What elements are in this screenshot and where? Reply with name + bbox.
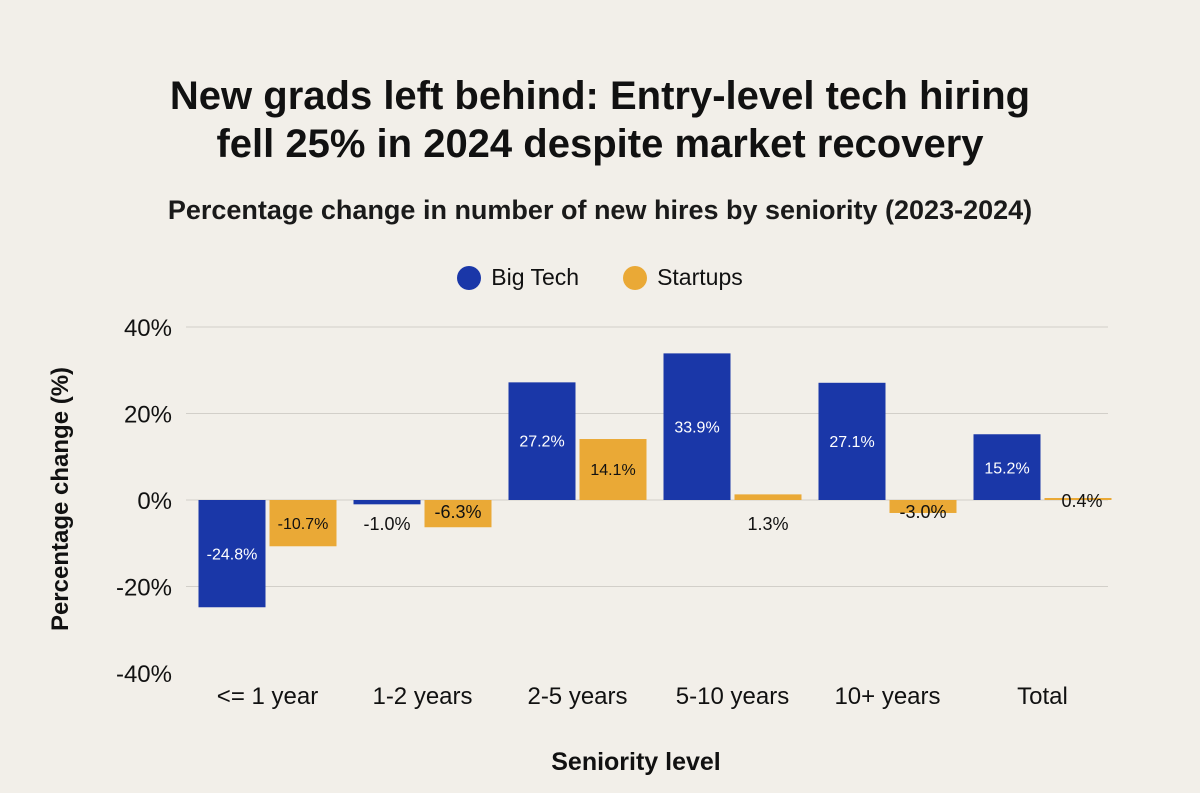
data-label: -3.0%: [899, 502, 946, 522]
bar-big-tech: [973, 434, 1041, 500]
data-label: 33.9%: [674, 419, 719, 436]
y-tick-label: 40%: [124, 315, 172, 342]
bar-startups: [579, 439, 647, 500]
bars: [198, 353, 1112, 608]
legend-label-startups: Startups: [657, 264, 743, 290]
bar-startups: [734, 494, 802, 500]
data-label: 15.2%: [984, 460, 1029, 477]
chart-title: New grads left behind: Entry-level tech …: [0, 72, 1200, 168]
x-tick-label: 5-10 years: [676, 683, 789, 710]
chart-subtitle: Percentage change in number of new hires…: [167, 195, 1033, 225]
bar-big-tech: [508, 382, 576, 500]
x-tick-label: 1-2 years: [372, 683, 472, 710]
data-label: -10.7%: [278, 516, 329, 533]
bar-big-tech: [818, 382, 886, 500]
bar-startups: [424, 500, 492, 528]
chart-title-line-2: fell 25% in 2024 despite market recovery: [216, 122, 984, 166]
legend-label-big-tech: Big Tech: [491, 264, 580, 290]
chart-title-line-1: New grads left behind: Entry-level tech …: [169, 74, 1031, 118]
gridlines: [186, 326, 1108, 587]
legend-item-big-tech: Big Tech: [457, 264, 579, 291]
bar-startups: [889, 500, 957, 513]
data-label: -24.8%: [207, 547, 258, 564]
data-label: 0.4%: [1061, 491, 1102, 511]
x-axis-label: Seniority level: [551, 748, 721, 776]
chart-legend: Big Tech Startups: [0, 264, 1200, 291]
bar-startups: [269, 500, 337, 547]
y-tick-label: -20%: [116, 575, 172, 602]
x-axis-ticks: <= 1 year 1-2 years 2-5 years 5-10 years 10+…: [217, 683, 1068, 710]
y-axis-label: Percentage change (%): [47, 367, 74, 631]
x-tick-label: 10+ years: [834, 683, 940, 710]
y-tick-label: 0%: [137, 488, 172, 515]
bar-startups: [1044, 498, 1112, 500]
y-tick-label: -40%: [116, 661, 172, 688]
data-label: 27.2%: [519, 433, 564, 450]
y-tick-label: 20%: [124, 402, 172, 429]
x-tick-label: 2-5 years: [527, 683, 627, 710]
data-label: -1.0%: [363, 514, 410, 534]
data-label: 1.3%: [747, 514, 788, 534]
data-label: -6.3%: [434, 502, 481, 522]
y-axis-ticks: 40% 20% 0% -20% -40%: [116, 315, 172, 688]
legend-swatch-startups: [623, 265, 648, 290]
bar-big-tech: [663, 353, 731, 500]
data-label: 14.1%: [590, 462, 635, 479]
legend-swatch-big-tech: [457, 265, 482, 290]
bar-big-tech: [353, 500, 421, 505]
bar-big-tech: [198, 500, 266, 608]
x-tick-label: Total: [1017, 683, 1068, 710]
x-tick-label: <= 1 year: [217, 683, 318, 710]
data-label: 27.1%: [829, 434, 874, 451]
data-labels: -24.8% -10.7% -1.0% -6.3% 27.2% 14.1% 33.9% 1.3…: [207, 419, 1103, 563]
legend-item-startups: Startups: [623, 264, 743, 291]
